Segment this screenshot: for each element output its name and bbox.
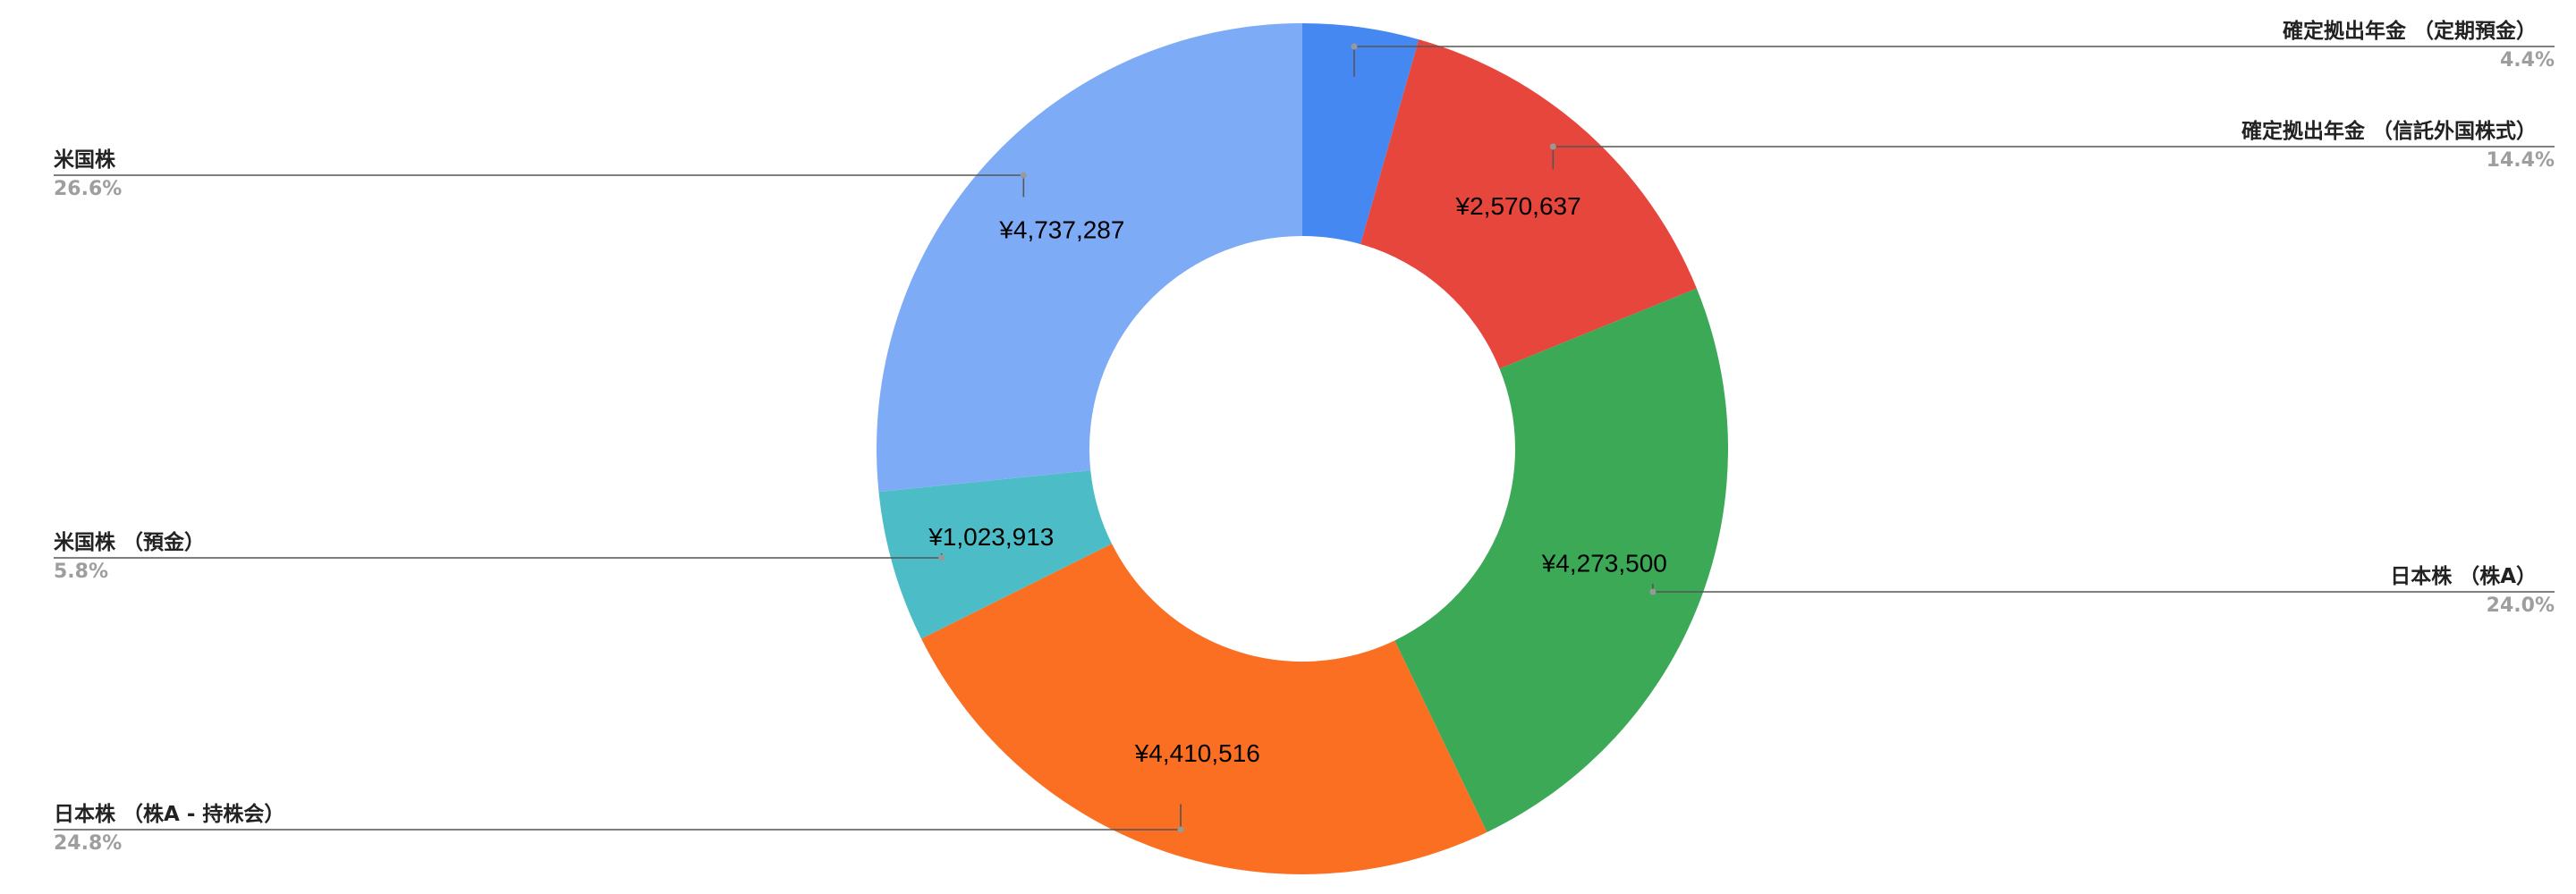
callout-name-2: 確定拠出年金 （信託外国株式） bbox=[2241, 119, 2537, 143]
callout-name-5: 米国株 （預金） bbox=[54, 530, 205, 554]
leader-dot-3 bbox=[1649, 588, 1657, 595]
leader-dot-4 bbox=[1177, 826, 1184, 833]
callout-name-1: 確定拠出年金 （定期預金） bbox=[2283, 19, 2537, 43]
slice-value-label-3: ¥4,273,500 bbox=[1541, 550, 1667, 578]
leaders-layer bbox=[54, 43, 2555, 833]
slice-value-label-2: ¥2,570,637 bbox=[1455, 192, 1581, 220]
pie-slice-3 bbox=[1394, 288, 1728, 832]
pie-slice-2 bbox=[1360, 39, 1697, 369]
slice-value-label-5: ¥1,023,913 bbox=[928, 523, 1054, 551]
leader-dot-1 bbox=[1351, 43, 1358, 50]
slices-layer bbox=[877, 23, 1728, 874]
callout-percent-1: 4.4% bbox=[2500, 49, 2555, 72]
callout-percent-5: 5.8% bbox=[54, 561, 108, 583]
pie-slice-5 bbox=[878, 470, 1113, 639]
pie-slice-6 bbox=[877, 23, 1302, 493]
leader-line-6 bbox=[54, 174, 1025, 198]
callout-percent-4: 24.8% bbox=[54, 832, 122, 855]
slice-value-label-6: ¥4,737,287 bbox=[998, 216, 1124, 244]
callout-percent-6: 26.6% bbox=[54, 178, 122, 200]
leader-dot-2 bbox=[1549, 143, 1556, 150]
value-labels-layer: ¥2,570,637 ¥4,273,500 ¥4,410,516 ¥1,023,913… bbox=[928, 192, 1667, 767]
slice-value-label-4: ¥4,410,516 bbox=[1134, 739, 1260, 767]
callout-name-4: 日本株 （株A - 持株会） bbox=[54, 802, 284, 826]
callout-percent-2: 14.4% bbox=[2487, 149, 2555, 172]
callout-name-3: 日本株 （株A） bbox=[2390, 564, 2537, 588]
leader-dot-6 bbox=[1020, 172, 1027, 179]
pie-slice-1 bbox=[1302, 23, 1419, 245]
callout-name-6: 米国株 bbox=[54, 148, 116, 172]
callout-labels-layer: 確定拠出年金 （定期預金） 4.4% 確定拠出年金 （信託外国株式） 14.4% 日本株… bbox=[54, 19, 2555, 855]
callout-percent-3: 24.0% bbox=[2487, 595, 2555, 617]
leader-line-1 bbox=[1353, 46, 2555, 78]
pie-slice-4 bbox=[921, 544, 1487, 874]
leader-line-2 bbox=[1552, 146, 2555, 170]
leader-dot-5 bbox=[938, 554, 945, 561]
